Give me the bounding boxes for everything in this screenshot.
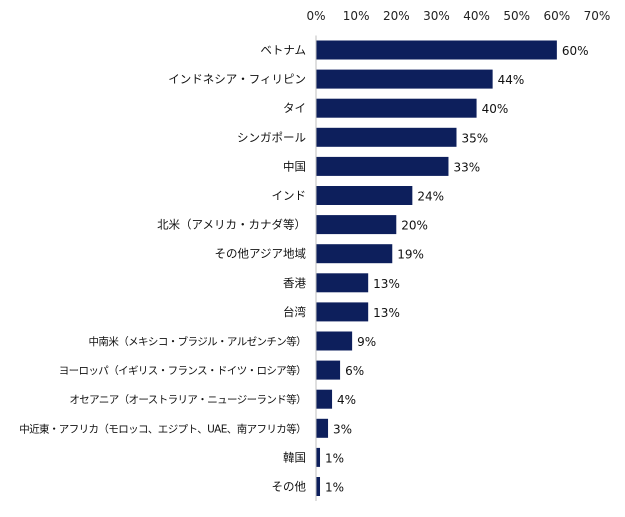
category-label: オセアニア（オーストラリア・ニュージーランド等） (69, 393, 306, 406)
category-label: 中近東・アフリカ（モロッコ、エジプト、UAE、南アフリカ等） (19, 422, 306, 435)
x-tick-label: 60% (544, 9, 571, 23)
x-tick-label: 0% (306, 9, 325, 23)
bar (316, 98, 477, 118)
data-label: 33% (453, 160, 480, 174)
bar (316, 127, 457, 147)
bar (316, 156, 449, 176)
bar (316, 215, 397, 235)
data-label: 44% (498, 73, 525, 87)
category-label: 韓国 (283, 450, 306, 464)
bar (316, 186, 413, 205)
category-label: その他アジア地域 (214, 247, 306, 261)
bar (316, 477, 321, 496)
data-label: 1% (325, 481, 344, 495)
category-labels: ベトナムインドネシア・フィリピンタイシンガポール中国インド北米（アメリカ・カナダ… (19, 43, 306, 494)
bar (316, 302, 369, 322)
category-label: 北米（アメリカ・カナダ等） (157, 218, 306, 232)
x-tick-label: 50% (503, 9, 530, 23)
x-tick-label: 20% (383, 9, 410, 23)
x-tick-label: 30% (423, 9, 450, 23)
bar (316, 40, 557, 60)
data-label: 1% (325, 451, 344, 465)
category-label: インドネシア・フィリピン (168, 72, 306, 86)
category-label: 中国 (283, 159, 306, 173)
category-label: 香港 (283, 276, 306, 290)
data-label: 35% (462, 131, 489, 145)
data-label: 60% (562, 44, 589, 58)
category-label: 中南米（メキシコ・ブラジル・アルゼンチン等） (89, 335, 306, 348)
x-axis-ticks: 0% 10% 20% 30% 40% 50% 60% 70% (306, 9, 610, 23)
data-label: 9% (357, 335, 376, 349)
x-tick-label: 40% (463, 9, 490, 23)
bar (316, 447, 321, 467)
category-label: ベトナム (260, 43, 306, 57)
data-label: 6% (345, 364, 364, 378)
data-label: 4% (337, 393, 356, 407)
bar (316, 273, 369, 293)
data-label: 19% (397, 248, 424, 262)
bar (316, 389, 333, 409)
bar (316, 244, 393, 264)
category-label: インド (272, 189, 307, 203)
data-label: 13% (373, 277, 400, 291)
data-label: 13% (373, 306, 400, 320)
data-label: 3% (333, 422, 352, 436)
category-label: ヨーロッパ（イギリス・フランス・ドイツ・ロシア等） (59, 364, 306, 377)
category-label: その他 (272, 480, 307, 494)
bars-group (316, 40, 557, 496)
category-label: タイ (283, 101, 306, 115)
data-label: 24% (417, 190, 444, 204)
data-label: 40% (482, 102, 509, 116)
x-tick-label: 70% (584, 9, 611, 23)
data-label: 20% (401, 219, 428, 233)
data-labels: 60% 44% 40% 35% 33% 24% 20% 19% 13% 13% 9% 6% 4% 3% 1%… (325, 44, 589, 495)
bar (316, 418, 329, 438)
category-label: 台湾 (283, 305, 306, 319)
bar (316, 331, 353, 351)
x-tick-label: 10% (343, 9, 370, 23)
category-label: シンガポール (237, 130, 306, 144)
bar (316, 69, 493, 89)
bar (316, 360, 341, 380)
